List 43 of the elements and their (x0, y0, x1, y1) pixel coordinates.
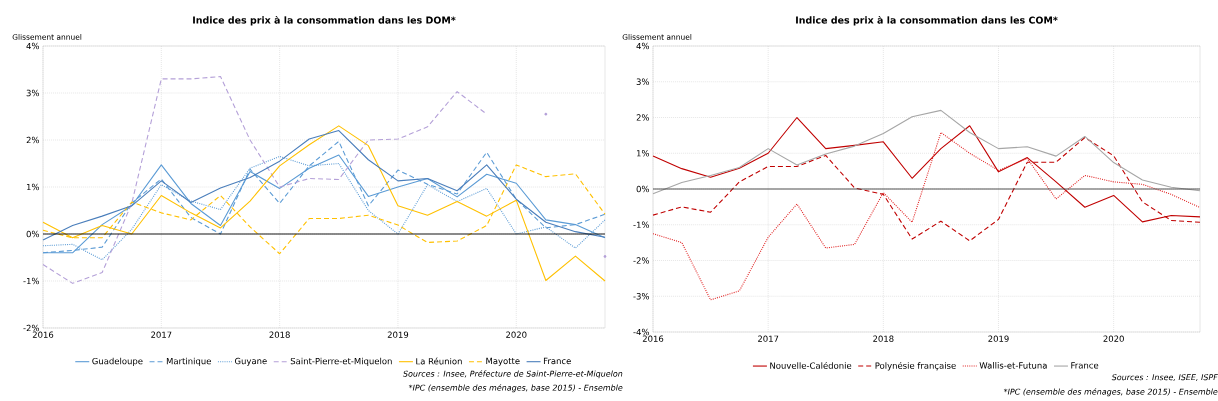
y-tick-label: -3% (633, 293, 650, 300)
x-tick-label: 2020 (506, 331, 527, 338)
chart-title: Indice des prix à la consommation dans les DOM* (193, 15, 456, 26)
y-tick-label: -2% (23, 324, 40, 332)
y-tick-label: 3% (26, 89, 40, 97)
y-tick-label: 4% (636, 42, 650, 50)
line-series (652, 109, 1201, 195)
y-tick-label: 0% (636, 185, 650, 193)
line-series (652, 131, 1201, 301)
legend-label: Polynésie française (875, 361, 956, 371)
x-tick-label: 2018 (269, 331, 290, 338)
y-tick-label: 3% (636, 78, 650, 85)
legend-label: Saint-Pierre-et-Miquelon (290, 357, 392, 366)
y-tick-label: 1% (26, 183, 40, 191)
y-tick-label: 1% (636, 150, 650, 157)
y-tick-label: 2% (26, 136, 40, 144)
y-tick-label: 4% (26, 42, 40, 50)
line-series (42, 125, 606, 282)
y-tick-label: -4% (633, 328, 650, 336)
x-tick-label: 2017 (151, 331, 172, 338)
y-tick-label: -1% (23, 277, 40, 285)
legend-label: Guadeloupe (92, 357, 143, 366)
y-tick-label: 0% (26, 230, 40, 238)
legend-label: La Réunion (416, 357, 462, 365)
x-tick-label: 2019 (387, 331, 409, 338)
legend-label: Mayotte (486, 357, 520, 366)
legend-label: Martinique (166, 357, 211, 366)
legend-label: Nouvelle-Calédonie (770, 361, 852, 369)
legend-label: Wallis-et-Futuna (979, 362, 1047, 369)
y-tick-label: -1% (633, 221, 650, 228)
chart-title: Indice des prix à la consommation dans les COM* (796, 15, 1058, 26)
x-tick-label: 2016 (642, 335, 664, 342)
x-tick-label: 2017 (758, 335, 779, 342)
legend-label: Guyane (234, 357, 267, 366)
y-tick-label: -2% (633, 257, 650, 264)
legend-label: France (1071, 362, 1099, 369)
x-tick-label: 2018 (873, 335, 894, 342)
x-tick-label: 2016 (32, 331, 54, 338)
x-tick-label: 2020 (1103, 335, 1124, 342)
x-tick-label: 2019 (988, 335, 1009, 342)
legend-label: France (543, 357, 571, 365)
y-tick-label: 2% (636, 114, 650, 121)
line-series (42, 130, 606, 241)
